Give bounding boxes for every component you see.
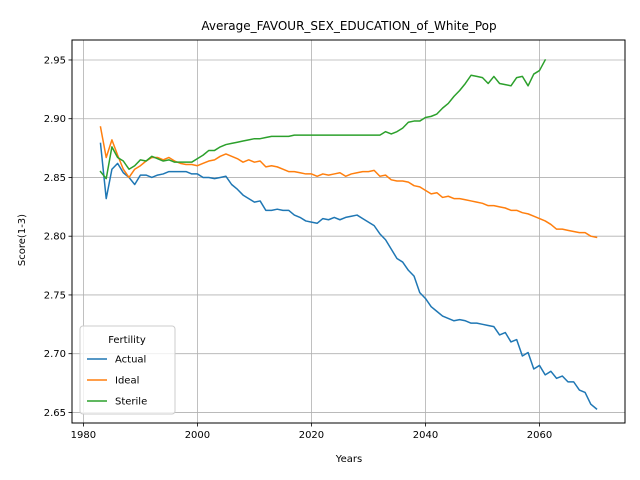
x-axis-title: Years <box>335 454 362 465</box>
y-tick-label: 2.65 <box>44 408 66 419</box>
chart-title: Average_FAVOUR_SEX_EDUCATION_of_White_Po… <box>201 19 496 33</box>
series-line-sterile <box>99 58 547 180</box>
y-tick-label: 2.80 <box>44 232 66 243</box>
x-tick-label: 2060 <box>527 430 552 441</box>
y-axis-title: Score(1-3) <box>17 214 28 266</box>
x-tick-label: 2040 <box>413 430 438 441</box>
series-line-ideal <box>99 126 598 239</box>
legend-label-actual: Actual <box>115 355 146 366</box>
y-tick-label: 2.85 <box>44 173 66 184</box>
y-tick-label: 2.95 <box>44 55 66 66</box>
series-lines <box>99 58 598 410</box>
x-tick-label: 2000 <box>185 430 210 441</box>
y-tick-label: 2.70 <box>44 349 66 360</box>
series-line-actual <box>99 142 598 410</box>
legend-label-ideal: Ideal <box>115 376 139 387</box>
plot-frame <box>71 39 626 424</box>
x-axis: 1980 2000 2020 2040 2060 <box>71 423 552 441</box>
x-tick-label: 1980 <box>71 430 96 441</box>
legend-box <box>79 325 176 415</box>
y-tick-label: 2.75 <box>44 290 66 301</box>
legend-label-sterile: Sterile <box>115 397 147 408</box>
legend-items: Actual Ideal Sterile <box>87 355 147 408</box>
y-tick-label: 2.90 <box>44 114 66 125</box>
legend: Fertility Actual Ideal Sterile <box>79 325 176 415</box>
grid-lines <box>72 40 625 423</box>
y-axis: 2.65 2.70 2.75 2.80 2.85 2.90 2.95 <box>44 55 72 419</box>
x-tick-label: 2020 <box>299 430 324 441</box>
legend-title: Fertility <box>108 335 146 346</box>
